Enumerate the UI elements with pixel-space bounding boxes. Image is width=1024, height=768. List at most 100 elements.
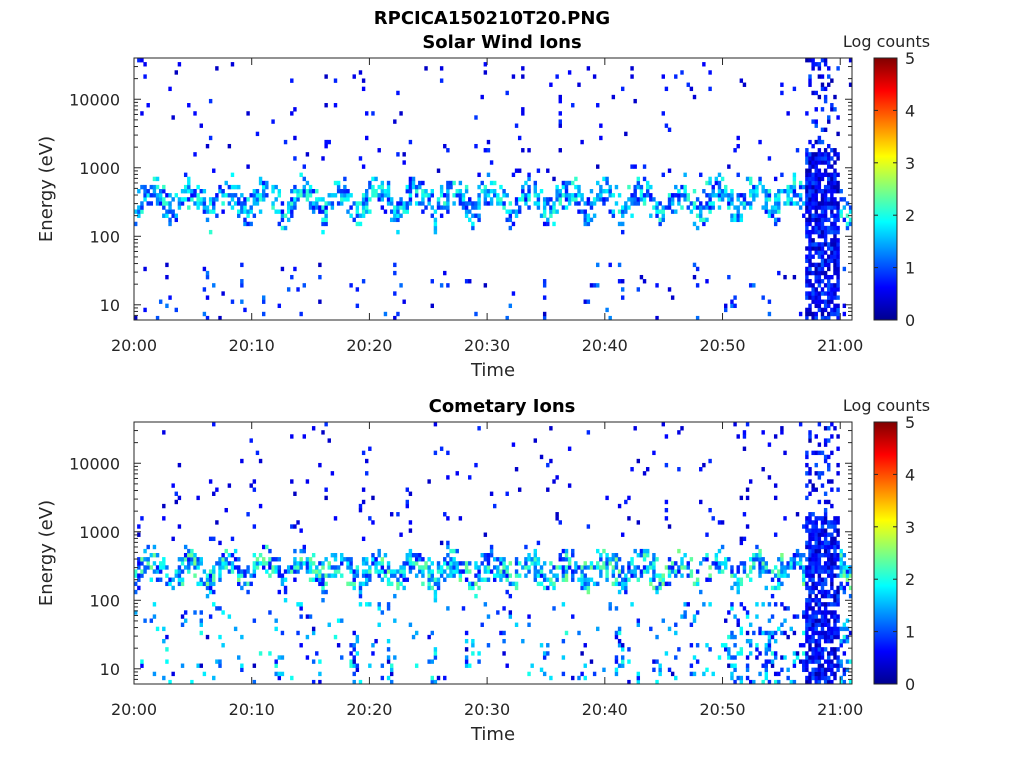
heat-cell: [805, 58, 809, 63]
heat-cell: [748, 643, 753, 648]
heat-cell: [605, 561, 609, 566]
heat-cell: [549, 675, 553, 681]
heat-cell: [617, 573, 622, 578]
heat-cell: [187, 103, 191, 108]
heat-cell: [777, 581, 781, 587]
heat-cell: [180, 197, 185, 202]
heat-cell: [577, 82, 581, 87]
heat-cell: [574, 561, 578, 566]
heat-cell: [711, 205, 715, 210]
heat-cell: [414, 193, 419, 198]
heat-cell: [817, 266, 822, 272]
heat-cell: [433, 679, 438, 685]
heat-cell: [218, 606, 222, 611]
heat-cell: [321, 209, 325, 214]
heat-cell: [805, 274, 809, 280]
heat-cell: [758, 139, 762, 145]
heat-cell: [471, 651, 475, 656]
heat-cell: [730, 663, 734, 668]
heat-cell: [271, 184, 275, 190]
heat-cell: [739, 679, 744, 685]
heat-cell: [483, 189, 488, 194]
heat-cell: [212, 569, 216, 574]
heat-cell: [823, 250, 828, 255]
heat-cell: [827, 189, 831, 194]
heat-cell: [814, 450, 818, 456]
heat-cell: [439, 184, 444, 190]
heat-cell: [168, 193, 172, 198]
heat-cell: [140, 111, 144, 116]
heat-cell: [627, 197, 631, 202]
heat-cell: [748, 679, 753, 685]
heat-cell: [408, 548, 413, 554]
heat-cell: [633, 197, 637, 202]
heat-cell: [199, 201, 203, 206]
heat-cell: [839, 197, 843, 202]
heat-cell: [802, 213, 806, 218]
heat-cell: [695, 225, 700, 231]
heat-cell: [340, 193, 344, 198]
heat-cell: [311, 553, 316, 558]
heat-cell: [333, 634, 338, 640]
heat-cell: [680, 565, 684, 570]
heat-cell: [664, 507, 669, 513]
heat-cell: [745, 675, 750, 681]
heat-cell: [533, 569, 537, 574]
heat-cell: [539, 565, 544, 570]
heat-cell: [720, 544, 725, 550]
heat-cell: [830, 569, 834, 574]
heat-cell: [783, 516, 787, 521]
heat-cell: [820, 516, 825, 521]
heat-cell: [767, 442, 772, 447]
heat-cell: [489, 544, 494, 550]
heat-cell: [814, 205, 818, 210]
heat-cell: [177, 201, 182, 206]
heat-cell: [833, 217, 837, 223]
heat-cell: [823, 565, 828, 570]
heat-cell: [361, 205, 366, 210]
heat-cell: [361, 557, 366, 562]
heat-cell: [389, 569, 394, 574]
heat-cell: [848, 217, 853, 223]
heat-cell: [827, 274, 831, 280]
heat-cell: [399, 569, 403, 574]
heat-cell: [468, 201, 472, 206]
heat-cell: [162, 430, 166, 435]
heat-cell: [305, 561, 310, 566]
heat-cell: [830, 581, 834, 587]
heat-cell: [505, 217, 509, 223]
heat-cell: [820, 626, 825, 632]
heat-cell: [343, 176, 347, 182]
heat-cell: [308, 193, 313, 198]
heat-cell: [770, 209, 775, 214]
heat-cell: [196, 565, 200, 570]
heat-cell: [592, 213, 597, 218]
heat-cell: [817, 250, 822, 255]
heat-cell: [368, 197, 372, 202]
heat-cell: [352, 655, 356, 660]
heat-cell: [333, 569, 338, 574]
heat-cell: [483, 70, 488, 75]
heat-cell: [296, 520, 300, 525]
heat-cell: [830, 614, 834, 619]
heat-cell: [836, 295, 840, 300]
heat-cell: [811, 667, 815, 673]
heat-cell: [836, 647, 840, 652]
heat-cell: [811, 295, 815, 300]
heat-cell: [402, 573, 406, 578]
heat-cell: [396, 152, 400, 157]
heat-cell: [642, 201, 647, 206]
heat-cell: [592, 74, 597, 79]
heat-cell: [230, 536, 235, 542]
heat-cell: [237, 565, 241, 570]
heat-cell: [212, 602, 216, 607]
heat-cell: [805, 626, 809, 632]
heat-cell: [277, 189, 282, 194]
heat-cell: [230, 565, 235, 570]
heat-cell: [699, 589, 703, 595]
heat-cell: [680, 557, 684, 562]
heat-cell: [246, 589, 250, 595]
heat-cell: [677, 193, 681, 198]
heat-cell: [408, 189, 413, 194]
heat-cell: [546, 221, 550, 227]
